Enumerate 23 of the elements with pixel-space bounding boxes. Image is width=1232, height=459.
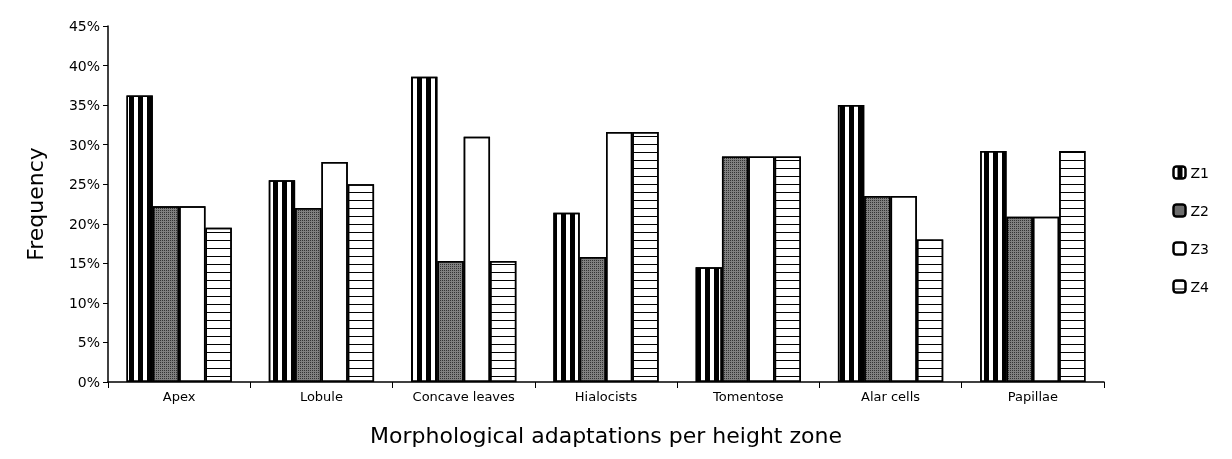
legend-label: Z1	[1190, 164, 1209, 181]
x-tick-label: Apex	[162, 389, 196, 404]
x-tick-label: Lobule	[299, 389, 343, 404]
y-tick-label: 30%	[68, 136, 100, 153]
x-tick-label: Concave leaves	[412, 389, 516, 404]
legend-label: Z4	[1190, 278, 1210, 295]
legend-label: Z2	[1190, 202, 1209, 219]
x-tick-label: Alar cells	[861, 389, 921, 404]
y-tick-label: 45%	[68, 18, 100, 34]
y-tick-label: 10%	[68, 294, 100, 311]
y-tick-label: 20%	[68, 215, 100, 232]
x-tick-label: Hialocists	[574, 389, 638, 404]
y-tick-label: 0%	[77, 374, 100, 390]
y-tick-label: 35%	[68, 97, 100, 114]
x-tick-label: Tomentose	[712, 389, 784, 404]
x-tick-label: Papillae	[1007, 389, 1058, 404]
y-tick-label: 25%	[68, 176, 100, 193]
y-tick-label: 15%	[68, 255, 100, 272]
y-tick-label: 40%	[68, 57, 100, 74]
y-axis-title: Frequency	[22, 147, 48, 261]
legend-label: Z3	[1190, 240, 1209, 257]
x-axis-title: Morphological adaptations per height zone	[370, 422, 842, 448]
y-tick-label: 5%	[77, 334, 100, 351]
